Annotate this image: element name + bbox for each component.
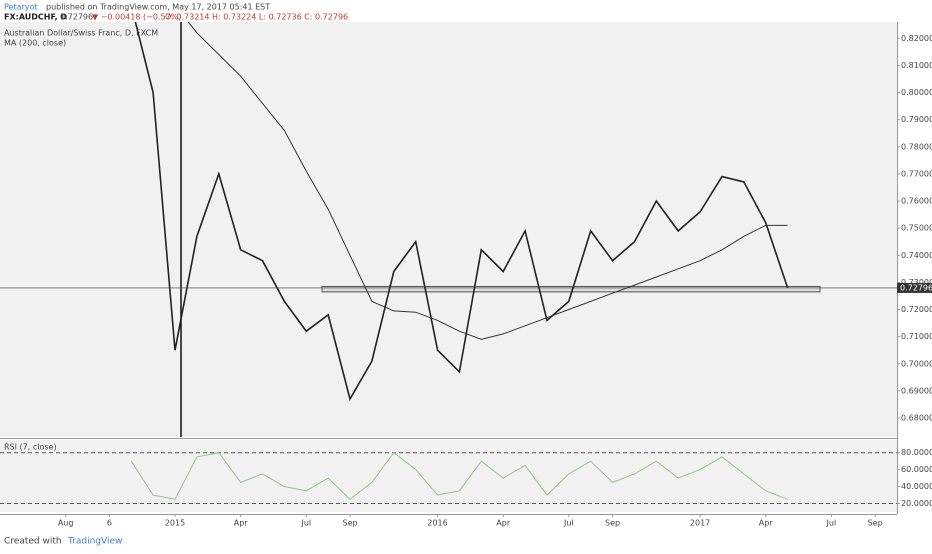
author: Petaryot (4, 3, 38, 12)
price: 0.72796 (60, 13, 93, 22)
y-tick-label: 40.0000 (901, 482, 932, 491)
y-tick-label: 20.0000 (901, 499, 932, 508)
y-tick-label: 0.80000 (901, 88, 932, 97)
x-tick-label: 2015 (165, 519, 185, 528)
x-tick-label: Jul (300, 519, 311, 528)
rsi-pane (0, 440, 897, 512)
x-tick-label: Aug (58, 519, 74, 528)
y-tick-label: 0.81000 (901, 61, 932, 70)
price-pane (0, 22, 897, 437)
published: published on TradingView.com, May 17, 20… (46, 3, 270, 12)
x-tick-label: Jul (826, 519, 837, 528)
footer-created: Created with (4, 537, 62, 547)
support-zone (321, 285, 821, 293)
x-tick-label: Apr (234, 519, 249, 528)
y-tick-label: 0.68000 (901, 414, 932, 423)
last-price-box (897, 282, 932, 293)
y-tick-label: 0.73000 (901, 278, 932, 287)
ohlc: O: 0.73214 H: 0.73224 L: 0.72736 C: 0.72… (165, 13, 348, 22)
legend-series: Australian Dollar/Swiss Franc, D, FXCM (4, 29, 158, 38)
y-tick-label: 0.78000 (901, 142, 932, 151)
legend-rsi: RSI (7, close) (4, 443, 57, 452)
x-tick-label: Apr (496, 519, 511, 528)
x-tick-label: Jul (563, 519, 574, 528)
y-tick-label: 0.76000 (901, 197, 932, 206)
series-line (134, 22, 789, 402)
x-tick-label: 2017 (690, 519, 710, 528)
y-tick-label: 60.0000 (901, 465, 932, 474)
change: ▼ −0.00418 (−0.57%) (92, 13, 181, 22)
y-tick-label: 0.77000 (901, 169, 932, 178)
x-tick-label: Sep (605, 519, 620, 528)
y-tick-label: 0.79000 (901, 115, 932, 124)
y-tick-label: 0.75000 (901, 224, 932, 233)
series-line (187, 22, 788, 340)
x-tick-label: Sep (868, 519, 883, 528)
x-tick-label: Apr (759, 519, 774, 528)
y-tick-label: 0.72000 (901, 305, 932, 314)
y-tick-label: 0.71000 (901, 332, 932, 341)
x-tick-label: 6 (107, 519, 112, 528)
x-tick-label: 2016 (427, 519, 447, 528)
y-tick-label: 0.82000 (901, 34, 932, 43)
legend-ma: MA (200, close) (4, 39, 66, 48)
y-tick-label: 0.74000 (901, 251, 932, 260)
x-tick-label: Sep (343, 519, 358, 528)
series-line (130, 451, 788, 500)
symbol: FX:AUDCHF, D (4, 13, 67, 22)
y-tick-label: 0.69000 (901, 386, 932, 395)
y-tick-label: 0.70000 (901, 359, 932, 368)
footer-brand: TradingView (67, 537, 122, 547)
y-tick-label: 80.0000 (901, 448, 932, 457)
last-price-label: 0.72796 (900, 283, 932, 292)
